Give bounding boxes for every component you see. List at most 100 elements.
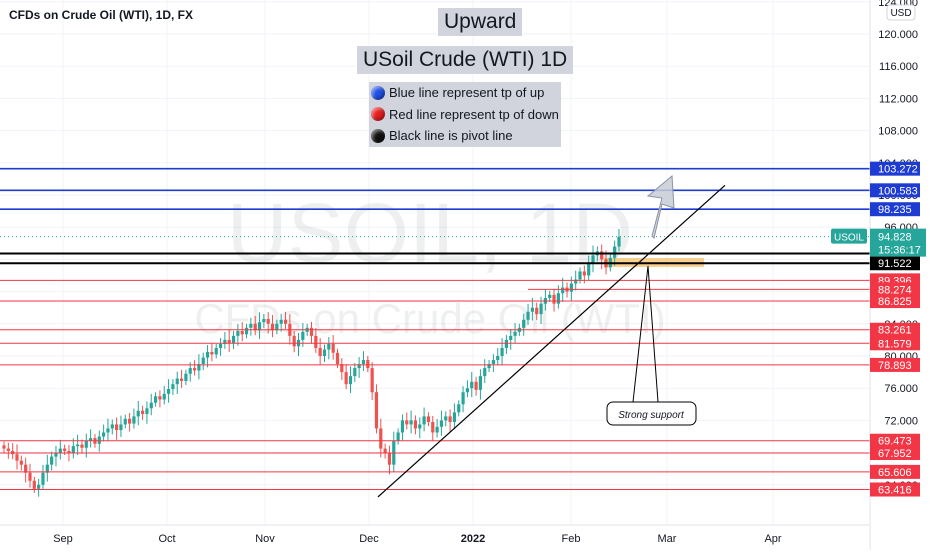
candle	[54, 445, 58, 467]
current-price-value: 94.828	[878, 232, 912, 244]
time-tick-label: Nov	[255, 533, 275, 545]
candle	[205, 345, 210, 368]
candle	[80, 439, 84, 454]
candle	[270, 314, 275, 338]
candle-body	[582, 271, 586, 276]
candle-body	[400, 420, 405, 433]
candle-body	[76, 444, 80, 447]
candle	[418, 417, 422, 439]
candle-body	[435, 426, 439, 433]
currency-badge[interactable]	[886, 4, 916, 21]
level-label-bg	[870, 357, 920, 372]
candle	[279, 313, 283, 332]
candle	[162, 385, 166, 405]
candle-body	[422, 416, 426, 425]
candle	[513, 322, 517, 343]
candle-body	[127, 418, 132, 424]
red-dot-icon	[371, 107, 385, 122]
level-label: 67.952	[878, 448, 912, 460]
candle	[318, 338, 322, 365]
candle	[422, 407, 426, 432]
candle	[132, 408, 136, 429]
candle-body	[84, 440, 88, 448]
legend-box: Blue line represent tp of up Red line re…	[369, 82, 561, 147]
candle	[140, 405, 145, 420]
candle-body	[318, 347, 322, 356]
candle	[344, 364, 348, 390]
candle	[32, 476, 36, 493]
candle-body	[257, 322, 262, 331]
symbol-title[interactable]: CFDs on Crude Oil (WTI), 1D, FX	[9, 8, 193, 22]
candle	[110, 419, 114, 435]
candle-body	[67, 450, 71, 454]
candle-body	[340, 364, 344, 373]
horizontal-levels[interactable]	[0, 167, 870, 491]
candle-body	[591, 255, 595, 264]
candle	[578, 267, 582, 284]
candle	[474, 376, 478, 396]
candle-body	[600, 251, 604, 260]
candle	[431, 416, 435, 441]
candle-body	[457, 404, 461, 413]
candle-body	[561, 287, 565, 294]
candle-body	[613, 246, 617, 258]
candle	[457, 400, 461, 417]
candle	[6, 442, 10, 459]
candle	[76, 434, 80, 456]
candle	[617, 228, 621, 252]
candle	[223, 332, 227, 349]
candle	[28, 463, 32, 488]
price-tick-label: 116.000	[879, 61, 918, 73]
price-axis[interactable]: 124.000120.000116.000112.000108.000104.0…	[831, 0, 926, 550]
candle	[561, 277, 565, 303]
candle	[357, 357, 361, 378]
price-tick-label: 108.000	[878, 126, 918, 138]
title-upward: Upward	[438, 8, 523, 36]
candle	[448, 409, 452, 432]
level-label: 65.606	[878, 467, 912, 479]
candle-body	[184, 373, 188, 381]
candle-body	[214, 347, 218, 355]
candle	[15, 444, 19, 470]
candle	[24, 457, 28, 483]
candle	[396, 428, 400, 445]
candle-body	[231, 335, 236, 344]
candle-body	[162, 393, 166, 400]
price-tick-label: 72.000	[884, 415, 918, 427]
level-label: 91.522	[878, 258, 912, 270]
legend-item-blue: Blue line represent tp of up	[369, 82, 561, 104]
candle-body	[361, 360, 366, 365]
candle	[84, 433, 88, 458]
candle	[171, 379, 175, 395]
candle-body	[149, 402, 153, 409]
candle-body	[41, 472, 45, 485]
time-tick-label: Feb	[562, 533, 581, 545]
candle-body	[465, 388, 470, 393]
candle-body	[102, 432, 106, 437]
candle	[353, 363, 357, 383]
candle-body	[6, 448, 10, 451]
time-tick-label: 2022	[461, 533, 485, 545]
level-label-bg	[870, 322, 920, 337]
time-axis[interactable]: Sep Oct Nov Dec 2022 Feb Mar Apr	[0, 524, 870, 545]
candle-body	[166, 389, 171, 394]
candle	[487, 360, 491, 373]
time-tick-label: Oct	[158, 533, 175, 545]
level-label-bg	[870, 161, 920, 176]
candle	[184, 369, 188, 385]
candle-body	[292, 335, 296, 347]
candle-body	[587, 263, 591, 276]
level-label-bg	[870, 464, 920, 479]
candle	[496, 348, 500, 366]
currency-label: USD	[890, 8, 911, 19]
candle-body	[37, 484, 41, 489]
candle-body	[327, 343, 331, 350]
candle	[127, 412, 132, 432]
candle	[19, 455, 23, 471]
symbol-badge[interactable]	[831, 228, 867, 244]
candle	[548, 290, 552, 303]
candle-body	[374, 392, 379, 429]
candle	[45, 454, 49, 482]
candle-body	[192, 368, 197, 371]
candle-body	[266, 318, 270, 324]
